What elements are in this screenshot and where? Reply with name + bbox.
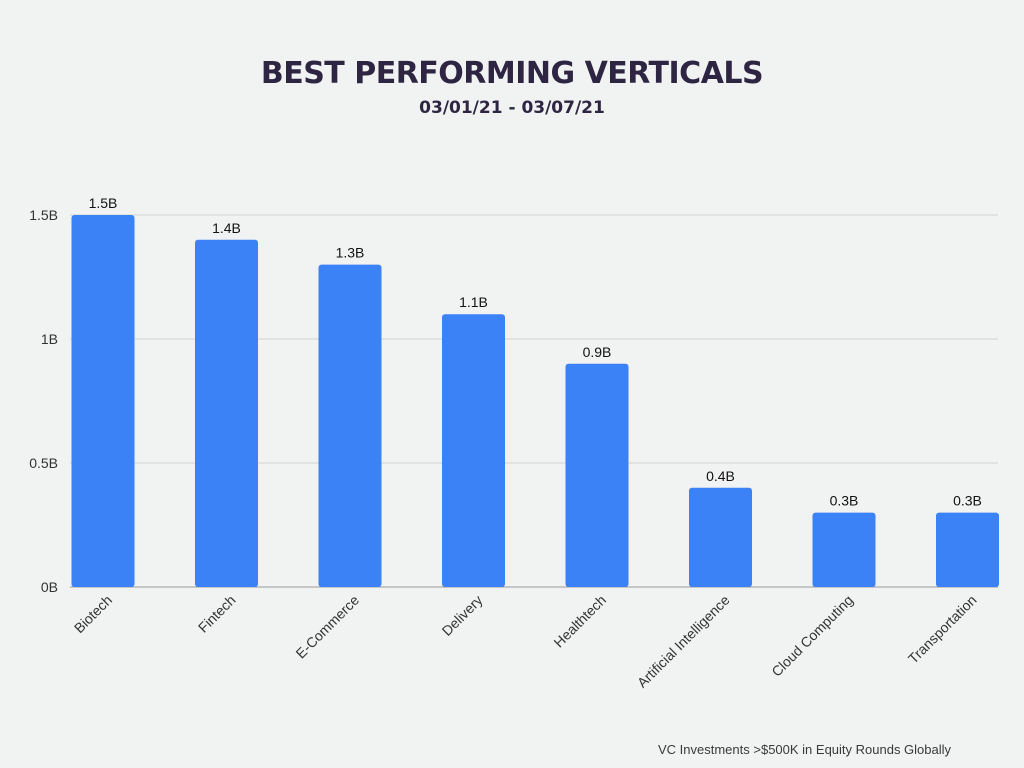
x-tick-label: Delivery [439,592,486,639]
y-tick-label: 0.5B [29,455,58,471]
x-tick-label: Healthtech [550,592,609,651]
data-label: 0.3B [953,493,982,509]
chart-subtitle: 03/01/21 - 03/07/21 [419,98,605,118]
bar-delivery [442,314,505,587]
y-axis: 0B 0.5B 1B 1.5B [29,207,58,595]
bar-fintech [195,239,258,588]
data-label: 1.3B [336,245,365,261]
y-tick-label: 1.5B [29,207,58,223]
bars [71,215,999,588]
bar-e-commerce [318,264,382,587]
x-axis: Biotech Fintech E-Commerce Delivery Healthte… [71,592,980,691]
bar-transportation [936,512,999,587]
data-label: 1.1B [459,294,488,310]
x-tick-label: Fintech [195,592,239,636]
chart-title: BEST PERFORMING VERTICALS [260,56,764,91]
x-tick-label: Biotech [71,592,115,636]
data-label: 1.5B [89,195,118,211]
chart-footnote: VC Investments >$500K in Equity Rounds G… [658,742,952,757]
bar-cloud-computing [812,512,876,587]
x-tick-label: Transportation [905,592,980,667]
bar-biotech [71,215,135,587]
bar-artificial-intelligence [689,487,752,587]
data-label: 0.3B [830,493,859,509]
data-label: 1.4B [212,220,241,236]
data-labels: 1.5B 1.4B 1.3B 1.1B 0.9B 0.4B 0.3B 0.3B [89,195,982,509]
x-tick-label: Cloud Computing [768,592,856,680]
x-tick-label: Artificial Intelligence [634,592,733,691]
x-tick-label: E-Commerce [292,592,362,662]
y-tick-label: 1B [41,331,58,347]
bar-healthtech [565,363,629,587]
data-label: 0.4B [706,468,735,484]
data-label: 0.9B [583,344,612,360]
y-tick-label: 0B [41,579,58,595]
